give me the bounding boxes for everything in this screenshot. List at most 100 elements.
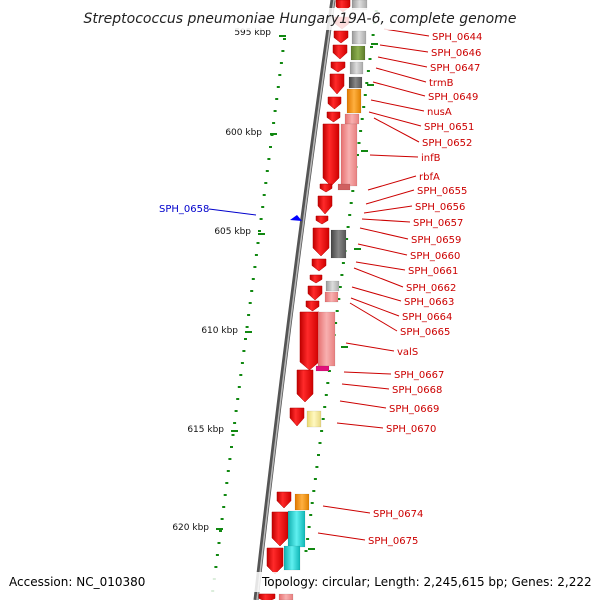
label-leader xyxy=(322,505,371,514)
gene-label[interactable]: SPH_0649 xyxy=(428,92,478,103)
label-leader xyxy=(317,532,366,541)
cds-arrow[interactable] xyxy=(289,407,305,427)
gene-label[interactable]: rbfA xyxy=(419,172,440,183)
cds-box[interactable] xyxy=(294,493,310,511)
label-leader xyxy=(368,111,422,127)
cds-arrow[interactable] xyxy=(312,227,330,257)
cds-arrow[interactable] xyxy=(329,73,345,95)
gene-label[interactable]: trmB xyxy=(429,78,454,89)
gene-label[interactable]: SPH_0662 xyxy=(406,283,456,294)
gene-label[interactable]: SPH_0668 xyxy=(392,385,442,396)
gc-mark xyxy=(233,422,237,424)
kbp-tick: 595 kbp xyxy=(234,28,286,38)
gc-mark xyxy=(359,130,363,132)
cds-arrow[interactable] xyxy=(271,511,289,547)
cds-arrow[interactable] xyxy=(266,547,284,575)
label-leader-sph0658 xyxy=(208,208,257,216)
gene-label[interactable]: SPH_0670 xyxy=(386,424,436,435)
cds-arrow[interactable] xyxy=(322,123,340,187)
cds-box[interactable] xyxy=(340,123,358,187)
gene-label[interactable]: SPH_0646 xyxy=(431,48,481,59)
cds-arrow[interactable] xyxy=(319,183,333,193)
cds-arrow[interactable] xyxy=(330,61,346,73)
gene-label-sph0658[interactable]: SPH_0658 xyxy=(159,204,209,215)
label-leader xyxy=(372,81,426,97)
gene-label[interactable]: SPH_0660 xyxy=(410,251,460,262)
cds-arrow[interactable] xyxy=(309,274,323,284)
gene-label[interactable]: SPH_0674 xyxy=(373,509,423,520)
gc-mark xyxy=(267,158,271,160)
gc-mark xyxy=(220,518,224,520)
cds-box[interactable] xyxy=(348,76,363,89)
gene-label[interactable]: SPH_0657 xyxy=(413,218,463,229)
gene-label[interactable]: SPH_0675 xyxy=(368,536,418,547)
gene-label[interactable]: SPH_0659 xyxy=(411,235,461,246)
gc-mark xyxy=(283,38,286,40)
cds-box[interactable] xyxy=(315,365,330,372)
gene-label[interactable]: SPH_0647 xyxy=(430,63,480,74)
cds-box[interactable] xyxy=(351,30,367,45)
cds-box[interactable] xyxy=(330,229,347,259)
cds-box[interactable] xyxy=(346,88,362,114)
gene-label[interactable]: SPH_0667 xyxy=(394,370,444,381)
cds-arrow[interactable] xyxy=(333,30,349,44)
gc-mark xyxy=(239,374,243,376)
gc-mark xyxy=(338,286,342,288)
cds-arrow[interactable] xyxy=(327,96,342,110)
gc-mark xyxy=(214,566,218,568)
gc-mark xyxy=(279,62,283,64)
gc-mark xyxy=(248,302,252,304)
cds-box[interactable] xyxy=(278,593,294,600)
cds-box[interactable] xyxy=(337,183,351,191)
gene-label[interactable]: SPH_0664 xyxy=(402,312,452,323)
gene-label[interactable]: SPH_0663 xyxy=(404,297,454,308)
cds-arrow[interactable] xyxy=(315,215,329,225)
gene-label[interactable]: SPH_0656 xyxy=(415,202,465,213)
cds-box[interactable] xyxy=(317,311,336,367)
cds-arrow[interactable] xyxy=(276,491,292,509)
gc-mark xyxy=(363,94,367,96)
label-leader xyxy=(336,422,384,429)
gc-mark xyxy=(272,122,276,124)
gene-label[interactable]: SPH_0661 xyxy=(408,266,458,277)
cds-box[interactable] xyxy=(283,545,301,571)
gc-mark xyxy=(275,98,279,100)
cds-arrow[interactable] xyxy=(305,300,320,312)
cds-arrow[interactable] xyxy=(307,285,323,301)
cds-arrow[interactable] xyxy=(326,111,341,123)
label-leader xyxy=(349,302,398,332)
gene-label[interactable]: SPH_0644 xyxy=(432,32,482,43)
label-leader xyxy=(353,267,404,288)
kbp-tick: 600 kbp xyxy=(225,128,277,138)
cds-arrow[interactable] xyxy=(317,195,333,215)
cds-arrow[interactable] xyxy=(296,369,314,403)
cds-box[interactable] xyxy=(287,510,306,548)
genome-backbone xyxy=(253,0,336,600)
cds-arrow[interactable] xyxy=(258,593,276,600)
label-leader xyxy=(375,67,427,83)
gene-label[interactable]: SPH_0669 xyxy=(389,404,439,415)
cds-box[interactable] xyxy=(325,280,340,292)
label-leader xyxy=(373,117,420,143)
gene-label[interactable]: SPH_0652 xyxy=(422,138,472,149)
gene-label[interactable]: nusA xyxy=(427,107,452,118)
gene-label[interactable]: infB xyxy=(421,153,441,164)
cds-box[interactable] xyxy=(350,45,366,61)
cds-box[interactable] xyxy=(344,113,360,125)
cds-box[interactable] xyxy=(306,410,322,428)
gc-mark xyxy=(215,554,219,556)
gc-mark xyxy=(368,58,372,60)
gene-label[interactable]: valS xyxy=(397,347,418,358)
cds-arrow[interactable] xyxy=(311,258,327,272)
cds-box[interactable] xyxy=(349,61,364,75)
label-leader xyxy=(379,44,429,53)
gene-label[interactable]: SPH_0651 xyxy=(424,122,474,133)
kbp-tick-label: 620 kbp xyxy=(172,523,209,533)
cds-arrow[interactable] xyxy=(332,44,348,60)
gene-label[interactable]: SPH_0665 xyxy=(400,327,450,338)
reverse-gene-arrow[interactable] xyxy=(290,215,302,221)
kbp-tick-label: 600 kbp xyxy=(225,128,262,138)
cds-box[interactable] xyxy=(324,291,339,303)
gene-label[interactable]: SPH_0655 xyxy=(417,186,467,197)
cds-arrow[interactable] xyxy=(299,311,320,371)
